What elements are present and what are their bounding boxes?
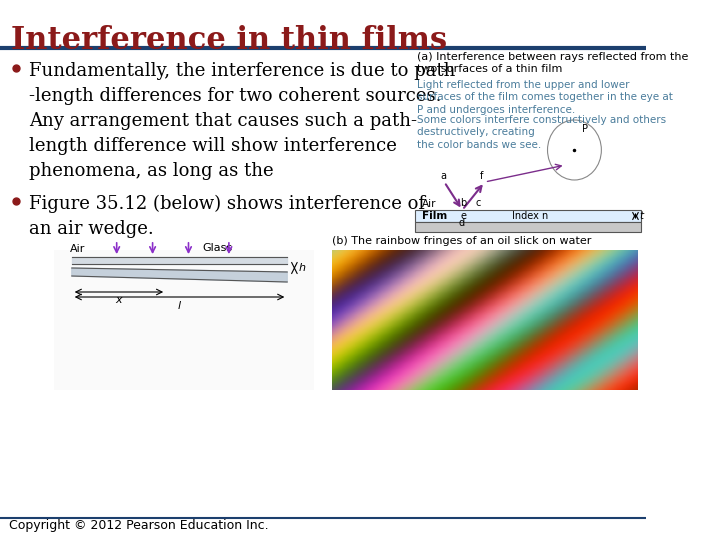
Text: a: a [441, 171, 446, 181]
Text: e: e [461, 211, 467, 221]
Text: Air: Air [422, 199, 436, 209]
Bar [54, 250, 314, 390]
Text: Air: Air [70, 244, 86, 254]
Text: Copyright © 2012 Pearson Education Inc.: Copyright © 2012 Pearson Education Inc. [9, 518, 269, 531]
Text: b: b [461, 198, 467, 208]
Polygon shape [72, 257, 287, 264]
Text: d: d [459, 218, 465, 228]
Text: f: f [480, 171, 484, 181]
Text: Index n: Index n [512, 211, 548, 221]
Text: (a) Interference between rays reflected from the
two surfaces of a thin film: (a) Interference between rays reflected … [418, 52, 689, 75]
Text: Film: Film [422, 211, 447, 221]
Text: Figure 35.12 (below) shows interference of
an air wedge.: Figure 35.12 (below) shows interference … [29, 195, 425, 238]
Bar [415, 210, 641, 222]
Text: Glass: Glass [202, 243, 232, 253]
Text: Some colors interfere constructively and others
destructively, creating
the colo: Some colors interfere constructively and… [418, 115, 667, 150]
Text: P: P [582, 124, 588, 134]
Text: (b) The rainbow fringes of an oil slick on water: (b) The rainbow fringes of an oil slick … [332, 236, 591, 246]
Text: t: t [639, 211, 643, 221]
Text: x: x [115, 295, 122, 305]
Text: c: c [476, 198, 481, 208]
Polygon shape [72, 268, 287, 282]
Bar [415, 222, 641, 232]
Text: Fundamentally, the interference is due to path
-length differences for two coher: Fundamentally, the interference is due t… [29, 62, 455, 180]
Text: l: l [178, 301, 181, 311]
Text: h: h [299, 263, 306, 273]
Text: Light reflected from the upper and lower
surfaces of the film comes together in : Light reflected from the upper and lower… [418, 80, 673, 115]
Text: Interference in thin films: Interference in thin films [11, 25, 447, 56]
